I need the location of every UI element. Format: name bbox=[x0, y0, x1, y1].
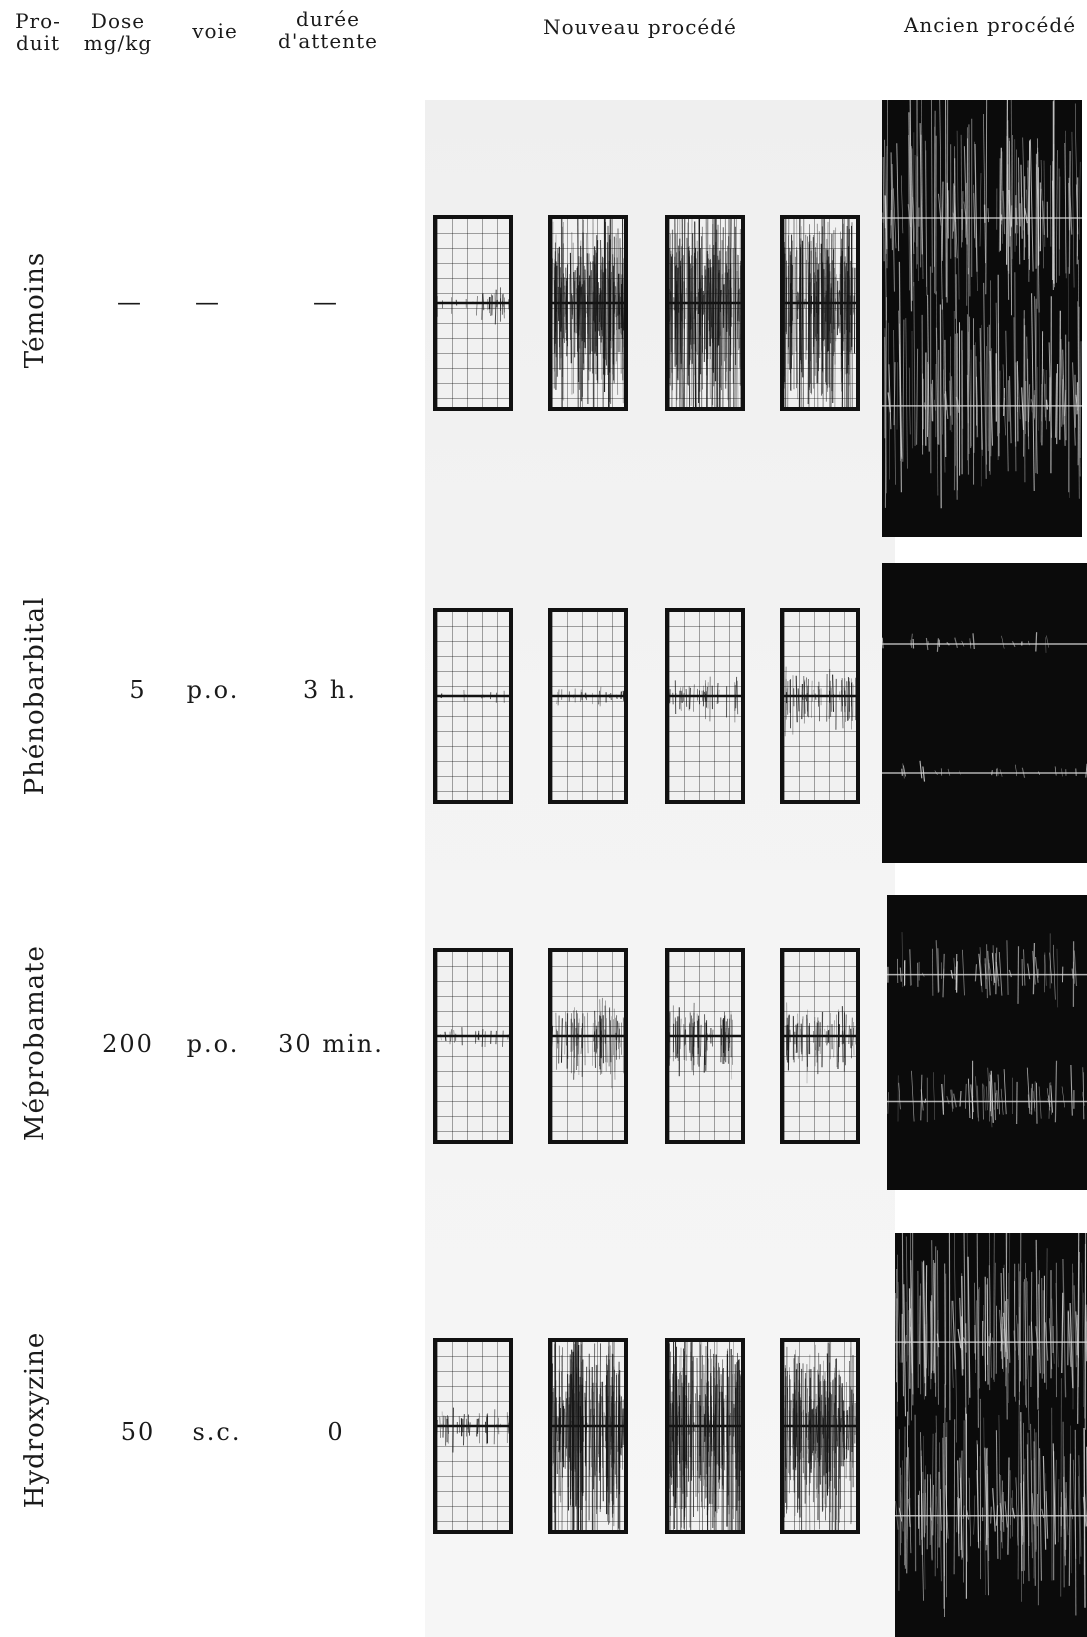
row-temoins-voie: — bbox=[195, 288, 221, 316]
header-duree: durée d'attente bbox=[268, 8, 388, 52]
recording-strip bbox=[780, 1338, 860, 1534]
recording-strip bbox=[665, 1338, 745, 1534]
header-dose: Dose mg/kg bbox=[78, 10, 158, 54]
recording-strip bbox=[433, 608, 513, 804]
header-nouveau-procede: Nouveau procédé bbox=[520, 16, 760, 38]
header-duree-line1: durée bbox=[296, 7, 360, 31]
header-produit: Pro- duit bbox=[8, 10, 68, 54]
row-label-phenobarbital: Phénobarbital bbox=[20, 596, 50, 796]
recording-strip bbox=[780, 608, 860, 804]
row-hydroxyzine-voie: s.c. bbox=[192, 1418, 242, 1446]
recording-strip bbox=[548, 215, 628, 411]
row-label-hydroxyzine: Hydroxyzine bbox=[20, 1331, 50, 1509]
row-temoins-dose: — bbox=[117, 288, 143, 316]
oscilloscope-photo bbox=[882, 563, 1087, 863]
header-ancien-label: Ancien procédé bbox=[903, 13, 1077, 37]
header-produit-line2: duit bbox=[15, 31, 61, 55]
recording-strip bbox=[780, 215, 860, 411]
row-phenobarbital-voie: p.o. bbox=[186, 676, 240, 704]
header-produit-line1: Pro- bbox=[15, 9, 61, 33]
recording-strip bbox=[433, 948, 513, 1144]
recording-strip bbox=[433, 1338, 513, 1534]
row-meprobamate-dose: 200 bbox=[102, 1030, 154, 1058]
header-voie: voie bbox=[180, 20, 250, 42]
header-dose-line1: Dose bbox=[90, 9, 146, 33]
oscilloscope-photo bbox=[895, 1233, 1087, 1637]
recording-strip bbox=[433, 215, 513, 411]
recording-strip bbox=[548, 608, 628, 804]
header-ancien-procede: Ancien procédé bbox=[895, 14, 1085, 36]
row-meprobamate-duree: 30 min. bbox=[278, 1030, 384, 1058]
recording-strip bbox=[780, 948, 860, 1144]
row-meprobamate-voie: p.o. bbox=[186, 1030, 240, 1058]
header-voie-label: voie bbox=[192, 19, 238, 43]
row-label-temoins: Témoins bbox=[20, 251, 50, 369]
recording-strip bbox=[665, 948, 745, 1144]
row-temoins-duree: — bbox=[313, 288, 339, 316]
row-phenobarbital-dose: 5 bbox=[129, 676, 147, 704]
row-hydroxyzine-duree: 0 bbox=[327, 1418, 345, 1446]
recording-strip bbox=[548, 948, 628, 1144]
row-phenobarbital-duree: 3 h. bbox=[303, 676, 357, 704]
oscilloscope-photo bbox=[887, 895, 1087, 1190]
recording-strip bbox=[548, 1338, 628, 1534]
recording-strip bbox=[665, 608, 745, 804]
recording-strip bbox=[665, 215, 745, 411]
oscilloscope-photo bbox=[882, 100, 1082, 537]
header-nouveau-label: Nouveau procédé bbox=[543, 15, 737, 39]
row-hydroxyzine-dose: 50 bbox=[120, 1418, 156, 1446]
row-label-meprobamate: Méprobamate bbox=[20, 945, 50, 1141]
header-duree-line2: d'attente bbox=[278, 29, 378, 53]
header-dose-line2: mg/kg bbox=[83, 31, 153, 55]
